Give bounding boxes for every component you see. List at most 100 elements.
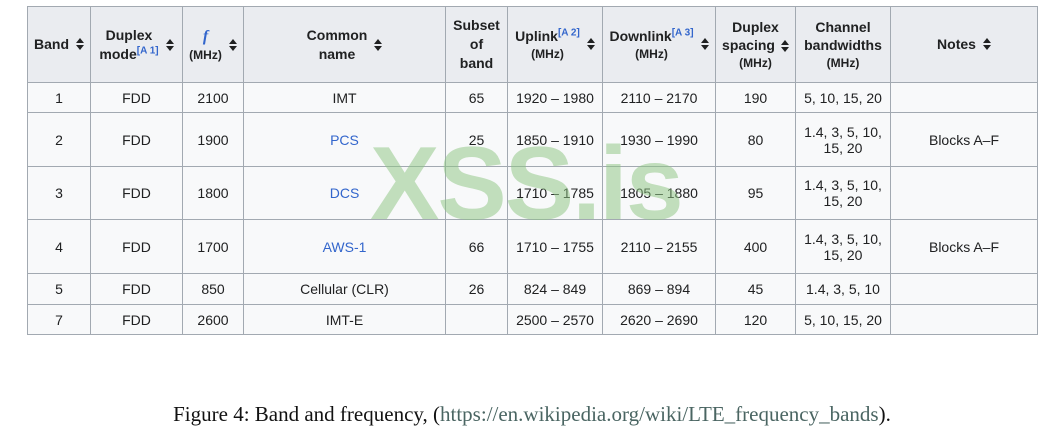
cell-notes: Blocks A–F: [890, 112, 1038, 167]
cell-common-name: IMT-E: [243, 304, 446, 335]
footnote-ref-a3-link[interactable]: [A 3]: [671, 27, 694, 39]
duplex-spacing-header-line1: Duplex: [732, 18, 779, 35]
column-header-duplex-mode[interactable]: Duplex mode[A 1]: [90, 6, 183, 83]
cell-channel-bandwidths: 1.4, 3, 5, 10, 15, 20: [795, 112, 891, 167]
cell-uplink: 1710 – 1755: [507, 219, 603, 274]
uplink-unit-label: (MHz): [531, 46, 564, 61]
sort-icon: [228, 38, 237, 51]
cell-downlink: 869 – 894: [602, 273, 716, 305]
downlink-header-label: Downlink[A 3]: [609, 27, 694, 44]
cell-subset: 26: [445, 273, 508, 305]
duplex-spacing-unit-label: (MHz): [739, 56, 772, 71]
common-name-link[interactable]: PCS: [330, 131, 359, 148]
column-header-duplex-spacing[interactable]: Duplex spacing (MHz): [715, 6, 796, 83]
cell-duplex-mode: FDD: [90, 304, 183, 335]
cell-duplex-spacing: 80: [715, 112, 796, 167]
sort-icon: [780, 39, 789, 52]
cell-channel-bandwidths: 1.4, 3, 5, 10, 15, 20: [795, 166, 891, 220]
cell-frequency: 2600: [182, 304, 244, 335]
duplex-mode-header-line2: mode[A 1]: [99, 44, 159, 62]
duplex-mode-header-line1: Duplex: [105, 26, 153, 43]
cell-notes: Blocks A–F: [890, 219, 1038, 274]
cell-notes: [890, 82, 1038, 113]
common-name-header-line2: name: [318, 45, 356, 62]
footnote-ref-a1-link[interactable]: [A 1]: [136, 44, 159, 56]
caption-suffix: ).: [878, 402, 891, 426]
cell-band: 5: [27, 273, 91, 305]
cell-duplex-spacing: 95: [715, 166, 796, 220]
cell-channel-bandwidths: 1.4, 3, 5, 10: [795, 273, 891, 305]
column-header-common-name[interactable]: Common name: [243, 6, 446, 83]
column-header-band[interactable]: Band: [27, 6, 91, 83]
caption-prefix: Figure 4: Band and frequency, (: [173, 402, 441, 426]
cell-uplink: 1710 – 1785: [507, 166, 603, 220]
cell-duplex-spacing: 400: [715, 219, 796, 274]
footnote-ref-a2-link[interactable]: [A 2]: [557, 27, 580, 39]
cell-downlink: 1930 – 1990: [602, 112, 716, 167]
cell-band: 4: [27, 219, 91, 274]
cell-duplex-spacing: 120: [715, 304, 796, 335]
cell-duplex-mode: FDD: [90, 112, 183, 167]
cell-uplink: 1920 – 1980: [507, 82, 603, 113]
cell-notes: [890, 273, 1038, 305]
subset-header-line2: of: [469, 36, 484, 53]
cell-downlink: 2620 – 2690: [602, 304, 716, 335]
cell-common-name: Cellular (CLR): [243, 273, 446, 305]
downlink-unit-label: (MHz): [635, 46, 668, 61]
cell-subset: 66: [445, 219, 508, 274]
cell-uplink: 824 – 849: [507, 273, 603, 305]
cell-duplex-mode: FDD: [90, 219, 183, 274]
cell-duplex-mode: FDD: [90, 166, 183, 220]
cell-duplex-spacing: 45: [715, 273, 796, 305]
cell-duplex-mode: FDD: [90, 82, 183, 113]
duplex-spacing-header-line2: spacing: [722, 37, 775, 54]
cell-notes: [890, 166, 1038, 220]
header-row: Band Duplex mode[A 1]: [27, 6, 1038, 83]
table-row: 2 FDD 1900 PCS 25 1850 – 1910 1930 – 199…: [27, 112, 1038, 167]
channel-bandwidths-header-line1: Channel: [815, 18, 871, 35]
table-row: 5 FDD 850 Cellular (CLR) 26 824 – 849 86…: [27, 273, 1038, 305]
sort-icon: [76, 38, 84, 51]
column-header-downlink[interactable]: Downlink[A 3] (MHz): [602, 6, 716, 83]
cell-channel-bandwidths: 5, 10, 15, 20: [795, 304, 891, 335]
sort-icon: [165, 38, 174, 51]
table-row: 3 FDD 1800 DCS 1710 – 1785 1805 – 1880 9…: [27, 166, 1038, 220]
channel-bandwidths-unit-label: (MHz): [826, 56, 860, 71]
cell-subset: [445, 166, 508, 220]
cell-subset: 25: [445, 112, 508, 167]
cell-duplex-mode: FDD: [90, 273, 183, 305]
table-row: 1 FDD 2100 IMT 65 1920 – 1980 2110 – 217…: [27, 82, 1038, 113]
column-header-uplink[interactable]: Uplink[A 2] (MHz): [507, 6, 603, 83]
cell-duplex-spacing: 190: [715, 82, 796, 113]
column-header-channel-bandwidths: Channel bandwidths (MHz): [795, 6, 891, 83]
frequency-symbol-link[interactable]: f: [202, 27, 209, 45]
cell-frequency: 850: [182, 273, 244, 305]
cell-subset: 65: [445, 82, 508, 113]
column-header-notes[interactable]: Notes: [890, 6, 1038, 83]
common-name-header-line1: Common: [306, 26, 368, 43]
cell-common-name: PCS: [243, 112, 446, 167]
column-header-subset-of-band: Subset of band: [445, 6, 508, 83]
cell-common-name: AWS-1: [243, 219, 446, 274]
cell-downlink: 1805 – 1880: [602, 166, 716, 220]
cell-subset: [445, 304, 508, 335]
common-name-link[interactable]: AWS-1: [322, 238, 367, 255]
cell-common-name: DCS: [243, 166, 446, 220]
table-row: 7 FDD 2600 IMT-E 2500 – 2570 2620 – 2690…: [27, 304, 1038, 335]
common-name-link[interactable]: DCS: [329, 185, 360, 201]
cell-band: 1: [27, 82, 91, 113]
caption-url-link[interactable]: https://en.wikipedia.org/wiki/LTE_freque…: [440, 402, 879, 426]
subset-header-line1: Subset: [453, 17, 500, 34]
cell-frequency: 1800: [182, 166, 244, 220]
cell-frequency: 1700: [182, 219, 244, 274]
channel-bandwidths-header-line2: bandwidths: [804, 37, 882, 54]
uplink-header-label: Uplink[A 2]: [515, 27, 580, 44]
cell-downlink: 2110 – 2155: [602, 219, 716, 274]
column-header-frequency[interactable]: f (MHz): [182, 6, 244, 83]
notes-header-label: Notes: [937, 36, 976, 53]
cell-channel-bandwidths: 5, 10, 15, 20: [795, 82, 891, 113]
cell-uplink: 2500 – 2570: [507, 304, 603, 335]
sort-icon: [982, 38, 991, 51]
cell-downlink: 2110 – 2170: [602, 82, 716, 113]
